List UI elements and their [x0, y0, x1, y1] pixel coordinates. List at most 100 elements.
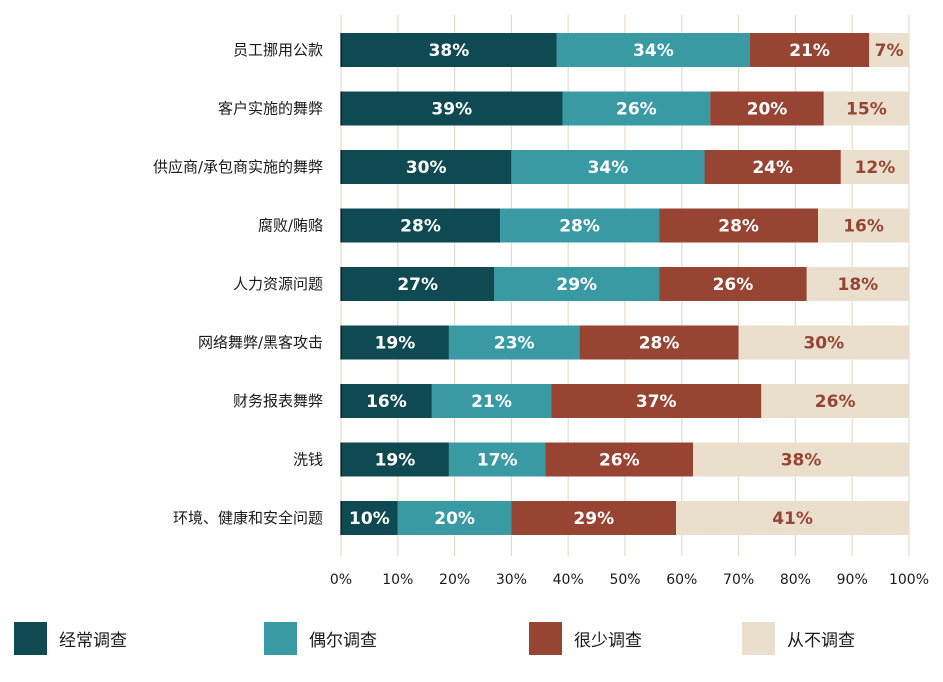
data-label: 16%: [366, 392, 407, 412]
data-label: 10%: [349, 509, 390, 529]
legend-swatch: [14, 622, 47, 655]
bar-segment: [341, 325, 449, 360]
data-label: 26%: [616, 100, 657, 120]
category-label: 员工挪用公款: [233, 41, 323, 59]
bar-segment: [397, 501, 512, 535]
data-label: 29%: [556, 275, 597, 295]
bar-segment: [738, 325, 909, 360]
bar-segment: [818, 208, 909, 243]
category-label: 财务报表舞弊: [233, 392, 323, 410]
bar-segment: [341, 267, 495, 301]
x-tick-label: 40%: [553, 572, 584, 588]
data-label: 28%: [639, 334, 680, 354]
data-label: 24%: [752, 158, 793, 178]
category-label: 洗钱: [293, 451, 323, 469]
x-tick-label: 0%: [330, 572, 352, 588]
data-label: 34%: [633, 41, 674, 61]
data-label: 12%: [855, 158, 896, 178]
data-label: 30%: [406, 158, 447, 178]
data-label: 39%: [431, 100, 472, 120]
bar-segment: [494, 267, 660, 301]
bar-segment: [341, 33, 557, 67]
data-label: 28%: [559, 217, 600, 237]
data-label: 20%: [747, 100, 788, 120]
bar-segment: [545, 442, 694, 477]
data-label: 23%: [494, 334, 535, 354]
bar-segment: [341, 384, 432, 418]
category-label: 腐败/贿赂: [258, 217, 323, 235]
legend: 经常调查 偶尔调查 很少调查 从不调查: [0, 622, 943, 658]
legend-label: 很少调查: [574, 631, 642, 651]
data-label: 29%: [573, 509, 614, 529]
legend-swatch: [742, 622, 775, 655]
bar-segment: [869, 33, 909, 67]
bar-segment: [562, 91, 711, 126]
x-tick-label: 70%: [723, 572, 754, 588]
stacked-bar-chart: 38% 34% 21% 7% 39% 26% 20% 15% 30% 34% 24% 12% 28% 28…: [153, 15, 929, 588]
bar-segment: [761, 384, 909, 418]
data-label: 7%: [875, 41, 904, 61]
bar-segment: [693, 442, 909, 477]
legend-label: 偶尔调查: [309, 631, 377, 651]
category-label: 客户实施的舞弊: [218, 100, 323, 118]
bar-segment: [704, 150, 841, 184]
data-label: 21%: [789, 41, 830, 61]
x-tick-label: 100%: [889, 572, 929, 588]
x-tick-label: 80%: [780, 572, 811, 588]
legend-label: 从不调查: [787, 631, 855, 651]
x-tick-label: 90%: [837, 572, 868, 588]
x-tick-label: 20%: [439, 572, 470, 588]
data-label: 16%: [843, 217, 884, 237]
data-label: 28%: [400, 217, 441, 237]
x-tick-label: 50%: [609, 572, 640, 588]
bar-segment: [448, 325, 580, 360]
data-label: 21%: [471, 392, 512, 412]
legend-swatch: [264, 622, 297, 655]
legend-swatch: [529, 622, 562, 655]
bar-segment: [579, 325, 739, 360]
data-label: 20%: [434, 509, 475, 529]
legend-label: 经常调查: [59, 631, 127, 651]
data-label: 26%: [713, 275, 754, 295]
category-label: 人力资源问题: [233, 275, 323, 293]
data-label: 19%: [375, 334, 416, 354]
data-label: 18%: [838, 275, 879, 295]
bar-segment: [341, 150, 512, 184]
data-label: 26%: [599, 451, 640, 471]
data-label: 28%: [718, 217, 759, 237]
x-tick-label: 10%: [382, 572, 413, 588]
data-label: 41%: [772, 509, 813, 529]
data-label: 15%: [846, 100, 887, 120]
bar-segment: [511, 501, 677, 535]
bar-segment: [341, 91, 563, 126]
legend-item: 偶尔调查: [264, 622, 377, 655]
legend-item: 很少调查: [529, 622, 642, 655]
data-label: 17%: [477, 451, 518, 471]
x-tick-label: 30%: [496, 572, 527, 588]
bar-series: 38% 34% 21% 7% 39% 26% 20% 15% 30% 34% 24% 12% 28% 28…: [340, 33, 909, 535]
data-label: 34%: [588, 158, 629, 178]
bar-segment: [823, 91, 909, 126]
data-label: 30%: [803, 334, 844, 354]
data-label: 38%: [781, 451, 822, 471]
data-label: 38%: [429, 41, 470, 61]
category-label: 环境、健康和安全问题: [173, 509, 323, 527]
bar-segment: [749, 33, 870, 67]
bar-segment: [500, 208, 660, 243]
data-label: 37%: [636, 392, 677, 412]
data-label: 19%: [375, 451, 416, 471]
bar-segment: [840, 150, 909, 184]
data-label: 26%: [815, 392, 856, 412]
bar-segment: [341, 501, 398, 535]
bar-segment: [448, 442, 546, 477]
x-tick-label: 60%: [666, 572, 697, 588]
bar-segment: [659, 267, 807, 301]
bar-segment: [511, 150, 705, 184]
bar-segment: [710, 91, 824, 126]
bar-segment: [659, 208, 819, 243]
data-label: 27%: [397, 275, 438, 295]
x-axis-ticks: 0% 10% 20% 30% 40% 50% 60% 70% 80% 90% 100%: [330, 572, 929, 588]
bar-segment: [431, 384, 552, 418]
bar-segment: [551, 384, 762, 418]
category-labels: 员工挪用公款客户实施的舞弊供应商/承包商实施的舞弊腐败/贿赂人力资源问题网络舞弊…: [153, 41, 323, 527]
